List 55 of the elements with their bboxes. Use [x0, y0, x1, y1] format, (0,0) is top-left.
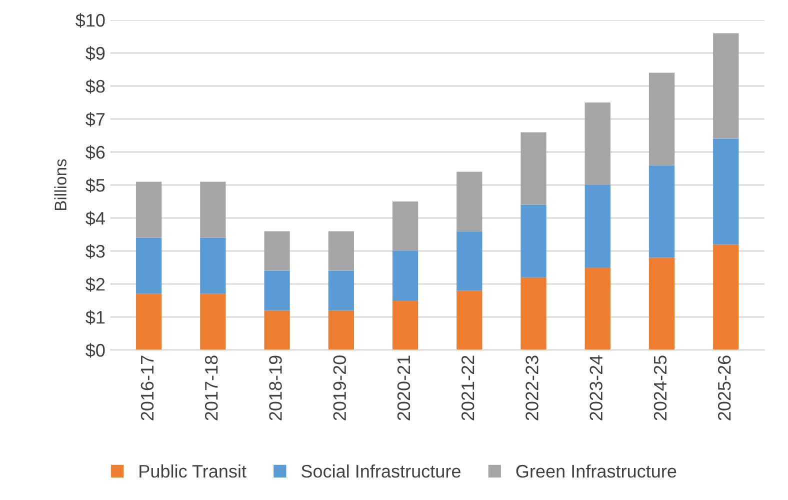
- bar: [648, 72, 675, 166]
- legend-label: Social Infrastructure: [302, 464, 460, 478]
- x-tick-label: 2024-25: [654, 356, 667, 420]
- bar: [584, 268, 610, 350]
- y-tick-label: $10: [76, 13, 105, 28]
- y-axis-title: Billions: [54, 159, 66, 210]
- bar: [456, 231, 482, 291]
- bar: [136, 182, 162, 238]
- bar: [328, 270, 354, 310]
- bar: [200, 182, 226, 238]
- bar: [520, 277, 546, 350]
- bar: [713, 138, 739, 244]
- bar: [456, 172, 482, 232]
- bar: [520, 132, 546, 205]
- bar: [264, 310, 290, 350]
- y-tick-label: $9: [86, 46, 105, 61]
- bar: [136, 238, 162, 294]
- y-tick-label: $3: [86, 244, 105, 259]
- bar: [392, 300, 418, 350]
- bar: [200, 238, 226, 294]
- bar: [648, 258, 675, 350]
- x-tick-label: 2018-19: [269, 356, 282, 420]
- x-tick-label: 2021-22: [461, 356, 474, 420]
- x-tick-label: 2025-26: [718, 356, 731, 420]
- bar: [328, 231, 354, 271]
- bar: [392, 251, 418, 300]
- x-tick-label: 2017-18: [204, 356, 218, 420]
- bar: [392, 202, 418, 251]
- y-tick-label: $1: [86, 310, 105, 325]
- y-tick-label: $0: [86, 343, 105, 358]
- bar: [713, 244, 739, 350]
- legend-label: Green Infrastructure: [516, 464, 676, 478]
- bar: [264, 231, 290, 271]
- x-tick-label: 2020-21: [397, 356, 410, 420]
- y-tick-label: $8: [86, 79, 105, 94]
- bar: [456, 290, 482, 350]
- y-tick-label: $6: [86, 145, 105, 160]
- bar: [584, 102, 610, 185]
- bar: [520, 204, 546, 278]
- y-tick-label: $7: [86, 112, 105, 127]
- x-tick-label: 2022-23: [526, 356, 538, 420]
- bar: [584, 185, 610, 268]
- bar: [713, 33, 739, 139]
- bar: [136, 294, 162, 350]
- y-tick-label: $5: [86, 178, 105, 193]
- bar: [648, 165, 675, 258]
- bar: [264, 270, 290, 310]
- x-tick-label: 2019-20: [333, 356, 346, 420]
- y-tick-label: $4: [86, 211, 105, 226]
- x-tick-label: 2023-24: [590, 355, 602, 420]
- legend-label: Public Transit: [140, 464, 246, 478]
- y-tick-label: $2: [86, 277, 105, 292]
- x-tick-label: 2016-17: [140, 356, 154, 420]
- bar: [328, 310, 354, 350]
- bar: [200, 294, 226, 350]
